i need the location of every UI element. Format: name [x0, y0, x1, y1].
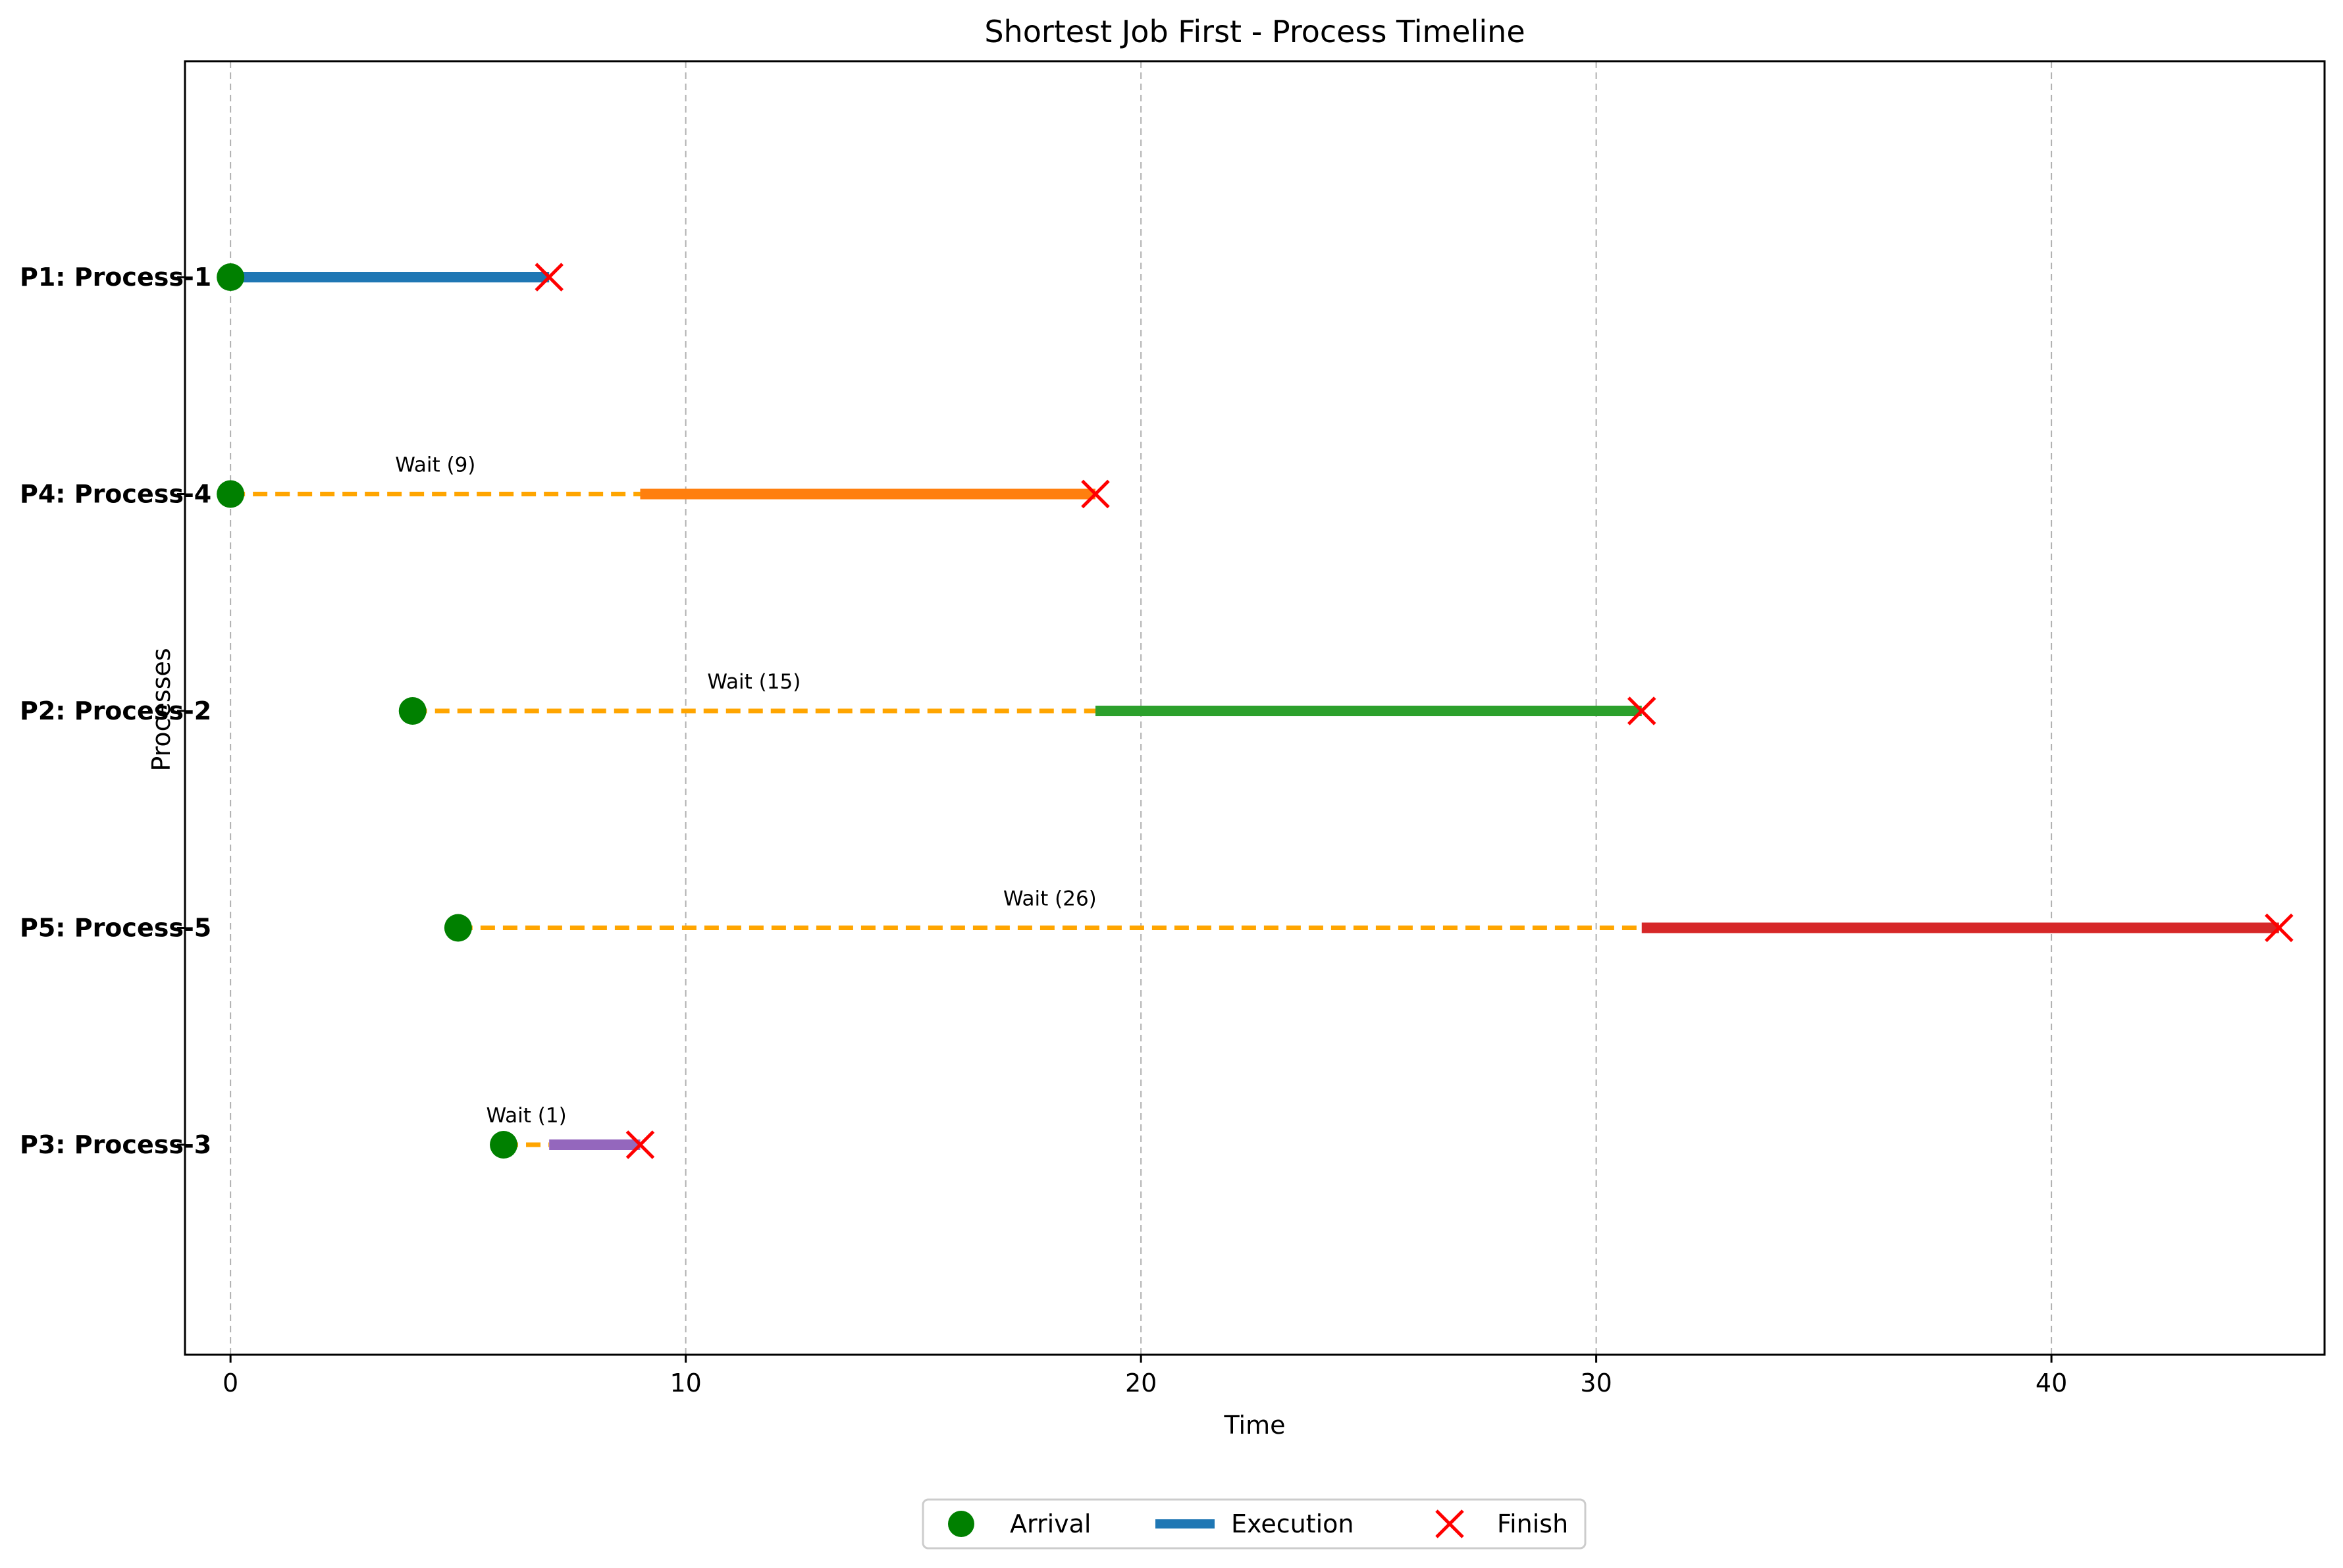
legend-finish-marker — [1435, 1509, 1464, 1538]
series-layer: Wait (9) Wait (15) Wait (26) Wait (1) — [217, 263, 2294, 1159]
x-axis-label: Time — [1224, 1411, 1286, 1440]
wait-label: Wait (15) — [707, 670, 801, 694]
y-axis-tick-labels: P1: Process-1P4: Process-4P2: Process-2P… — [20, 263, 211, 1159]
arrival-marker — [217, 480, 245, 508]
x-tick-label: 10 — [670, 1369, 701, 1398]
x-tick-label: 20 — [1125, 1369, 1157, 1398]
y-tick-label: P4: Process-4 — [20, 480, 211, 509]
arrival-marker — [217, 263, 245, 291]
x-tick-label: 0 — [223, 1369, 238, 1398]
legend-arrival-label: Arrival — [1010, 1509, 1091, 1538]
legend: Arrival Execution Finish — [922, 1498, 1587, 1550]
finish-marker — [2265, 913, 2294, 943]
arrival-marker — [490, 1131, 518, 1159]
x-tick-label: 30 — [1580, 1369, 1612, 1398]
legend-box — [922, 1498, 1587, 1550]
finish-marker — [625, 1130, 655, 1159]
legend-arrival-marker — [948, 1511, 974, 1537]
finish-marker — [1627, 696, 1656, 725]
y-tick-label: P3: Process-3 — [20, 1130, 211, 1159]
arrival-marker — [444, 914, 472, 942]
legend-execution-label: Execution — [1231, 1509, 1354, 1538]
arrival-marker — [398, 697, 427, 725]
finish-marker — [535, 263, 564, 292]
wait-label: Wait (26) — [1003, 887, 1097, 911]
y-tick-label: P1: Process-1 — [20, 263, 211, 292]
y-tick-label: P2: Process-2 — [20, 696, 211, 725]
y-tick-label: P5: Process-5 — [20, 914, 211, 943]
x-axis-ticks: 0 10 20 30 40 — [223, 1355, 2067, 1398]
finish-marker — [1081, 479, 1110, 509]
wait-label: Wait (1) — [487, 1104, 567, 1128]
legend-finish-label: Finish — [1497, 1509, 1568, 1538]
plot-frame — [184, 60, 2326, 1356]
y-axis-label: Processes — [147, 648, 176, 771]
chart-title: Shortest Job First - Process Timeline — [984, 14, 1525, 49]
x-tick-label: 40 — [2036, 1369, 2067, 1398]
wait-label: Wait (9) — [395, 454, 475, 477]
